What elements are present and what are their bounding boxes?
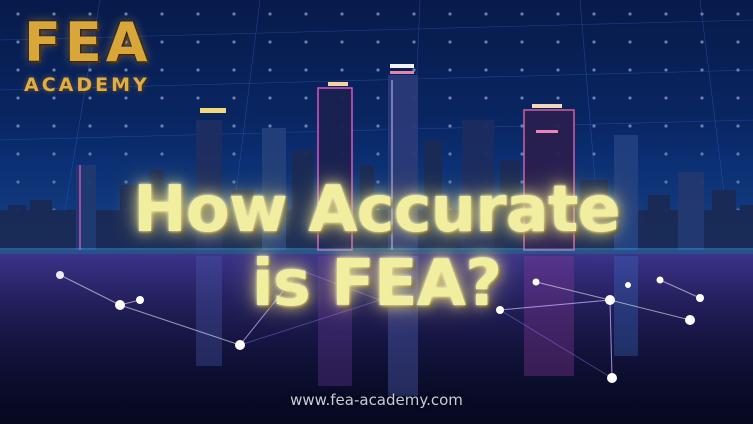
headline-line-1: How Accurate	[133, 173, 621, 247]
fea-academy-logo: FEA ACADEMY	[24, 11, 152, 110]
logo-main-text: FEA	[24, 11, 152, 74]
headline-line-2: is FEA?	[251, 247, 502, 321]
headline: How Accurate is FEA?	[0, 172, 753, 320]
website-url: www.fea-academy.com	[290, 391, 463, 409]
logo-sub-text: ACADEMY	[24, 74, 150, 96]
